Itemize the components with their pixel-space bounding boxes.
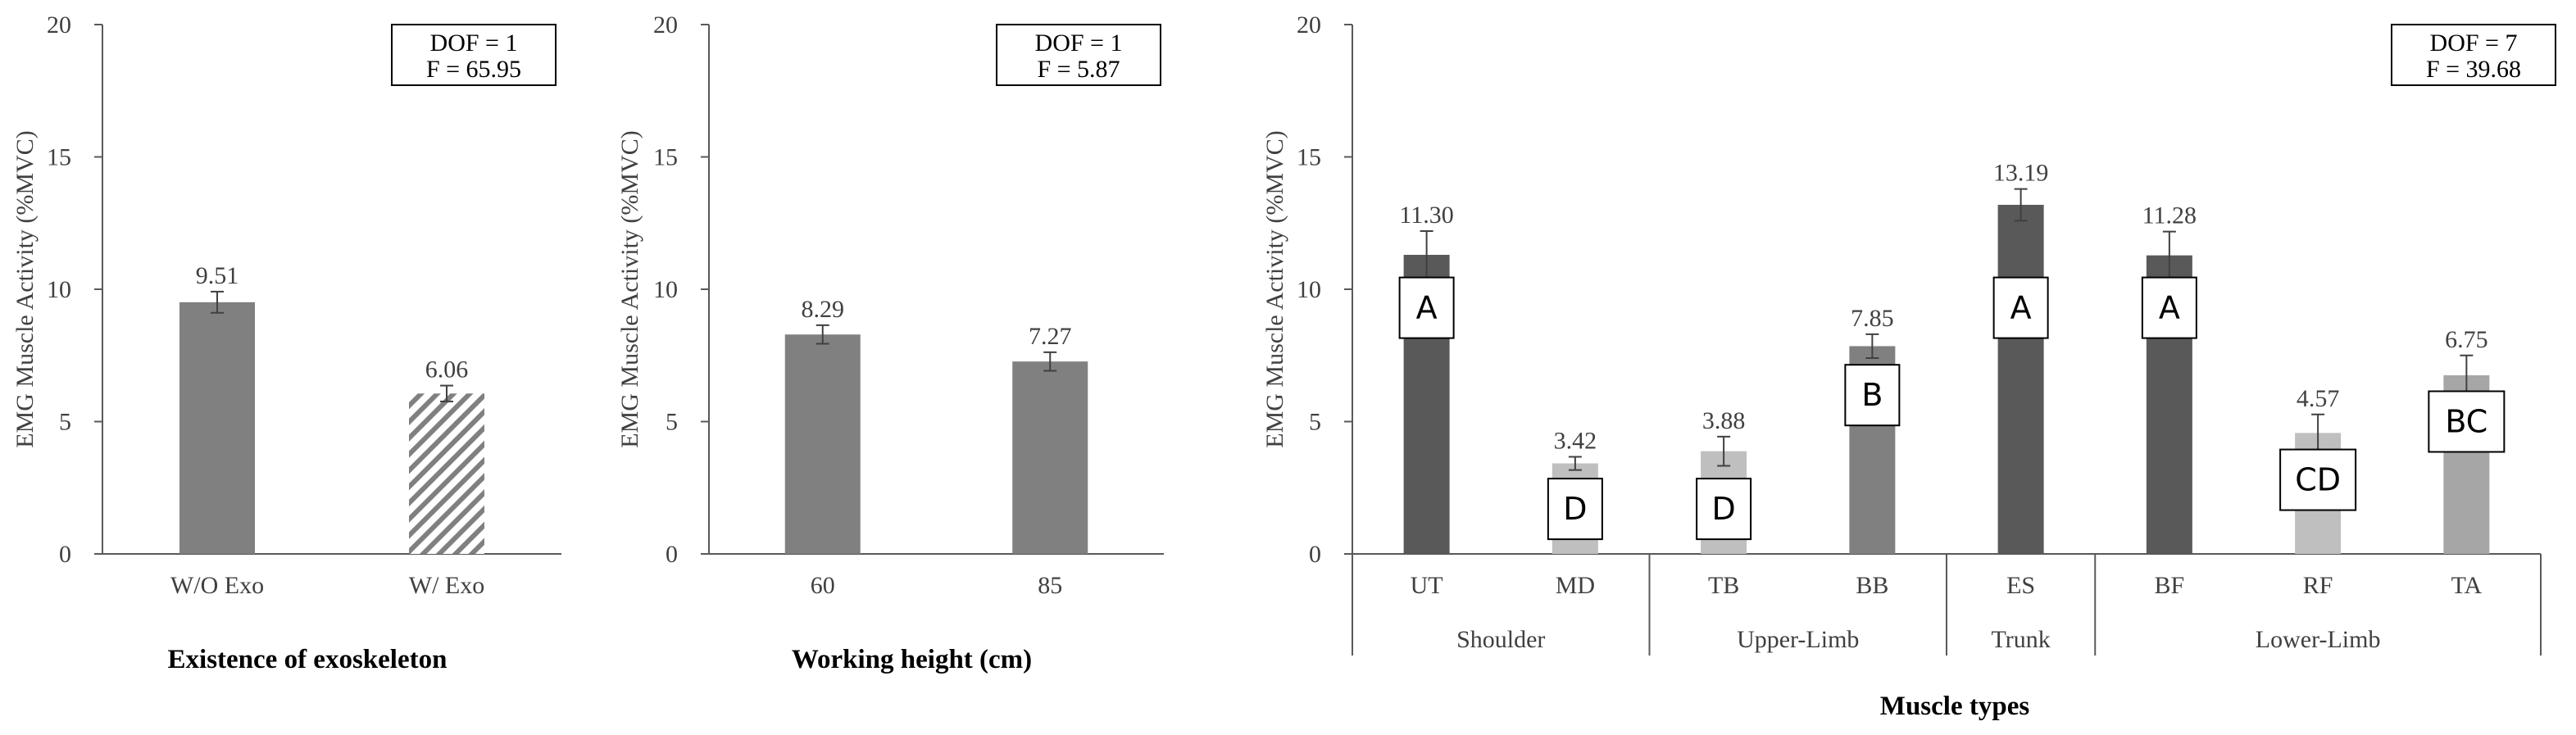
bar-85 — [1012, 361, 1088, 554]
chart-panel-exoskeleton: 0 5 10 15 20 EMG Muscle Activity (%MVC) 9.51 W/… — [11, 11, 561, 674]
data-label: 3.88 — [1702, 407, 1746, 434]
data-label: 11.30 — [1399, 202, 1453, 229]
chart-panel-muscle-types: 0 5 10 15 20 EMG Muscle Activity (%MVC) 11.30 U… — [1261, 11, 2556, 721]
y-tick-label: 20 — [1297, 11, 1321, 39]
x-tick-label: TB — [1708, 572, 1739, 599]
data-label: 9.51 — [196, 262, 239, 289]
y-axis-label: EMG Muscle Activity (%MVC) — [616, 130, 643, 447]
y-tick-label: 20 — [47, 11, 71, 39]
significance-box — [1992, 276, 2049, 339]
x-axis-label: Working height (cm) — [792, 645, 1032, 674]
chart-panel-working-height: 0 5 10 15 20 EMG Muscle Activity (%MVC) 8.29 60… — [616, 11, 1164, 674]
stat-box — [996, 24, 1161, 86]
significance-letter: A — [2010, 290, 2032, 326]
y-tick-label: 15 — [653, 144, 678, 171]
stat-f-value: F = 65.95 — [426, 56, 521, 83]
x-tick-label: TA — [2451, 572, 2483, 599]
bar-w-o-exo — [179, 302, 255, 554]
y-tick-label: 5 — [666, 409, 678, 436]
significance-box — [1398, 276, 1455, 339]
significance-box — [2428, 390, 2506, 453]
data-label: 6.75 — [2445, 326, 2488, 353]
x-tick-label: UT — [1411, 572, 1443, 599]
x-axis-label: Muscle types — [1880, 692, 2030, 721]
x-tick-label: BF — [2155, 572, 2185, 599]
significance-letter: A — [2159, 290, 2180, 326]
x-tick-label: RF — [2303, 572, 2333, 599]
x-tick-label: W/O Exo — [170, 572, 264, 599]
significance-letter: BC — [2445, 404, 2487, 440]
y-axis-label: EMG Muscle Activity (%MVC) — [11, 130, 39, 447]
significance-box — [2279, 448, 2357, 511]
y-tick-label: 15 — [1297, 144, 1321, 171]
bar-es — [1997, 204, 2044, 554]
y-tick-label: 0 — [1309, 541, 1321, 568]
y-tick-label: 5 — [1309, 409, 1321, 436]
stat-dof: DOF = 1 — [1035, 29, 1123, 57]
x-tick-label: 85 — [1038, 572, 1062, 599]
stat-dof: DOF = 7 — [2430, 29, 2518, 57]
y-tick-label: 10 — [47, 276, 71, 303]
significance-box — [2141, 276, 2197, 339]
x-tick-label: ES — [2006, 572, 2035, 599]
data-label: 11.28 — [2142, 202, 2197, 229]
y-tick-label: 0 — [666, 541, 678, 568]
y-tick-label: 10 — [1297, 276, 1321, 303]
y-tick-label: 0 — [59, 541, 71, 568]
group-label: Lower-Limb — [2256, 626, 2381, 653]
significance-letter: A — [1416, 290, 1438, 326]
group-label: Trunk — [1991, 626, 2050, 653]
x-axis-label: Existence of exoskeleton — [168, 645, 448, 674]
data-label: 6.06 — [425, 356, 469, 383]
x-tick-label: 60 — [811, 572, 835, 599]
stat-box — [2391, 24, 2556, 86]
significance-letter: CD — [2295, 462, 2341, 498]
data-label: 8.29 — [802, 296, 845, 323]
x-tick-label: MD — [1556, 572, 1595, 599]
x-tick-label: W/ Exo — [409, 572, 484, 599]
data-label: 7.85 — [1851, 305, 1894, 332]
group-label: Upper-Limb — [1737, 626, 1859, 653]
stat-dof: DOF = 1 — [430, 29, 518, 57]
data-label: 7.27 — [1029, 323, 1072, 350]
data-label: 4.57 — [2297, 385, 2340, 412]
y-tick-label: 5 — [59, 409, 71, 436]
significance-box — [1844, 364, 1901, 427]
stat-box — [391, 24, 557, 86]
x-tick-label: BB — [1856, 572, 1888, 599]
stat-f-value: F = 5.87 — [1037, 56, 1120, 83]
data-label: 13.19 — [1993, 160, 2049, 187]
stat-f-value: F = 39.68 — [2426, 56, 2521, 83]
y-tick-label: 15 — [47, 144, 71, 171]
bar-60 — [784, 334, 861, 554]
significance-box — [1696, 478, 1752, 541]
group-label: Shoulder — [1456, 626, 1545, 653]
data-label: 3.42 — [1554, 427, 1597, 454]
y-tick-label: 10 — [653, 276, 678, 303]
bar-w-exo — [409, 393, 484, 554]
significance-letter: D — [1711, 491, 1735, 527]
y-axis-label: EMG Muscle Activity (%MVC) — [1261, 130, 1288, 447]
significance-box — [1547, 478, 1603, 541]
significance-letter: D — [1563, 491, 1587, 527]
significance-letter: B — [1861, 377, 1883, 413]
y-tick-label: 20 — [653, 11, 678, 39]
